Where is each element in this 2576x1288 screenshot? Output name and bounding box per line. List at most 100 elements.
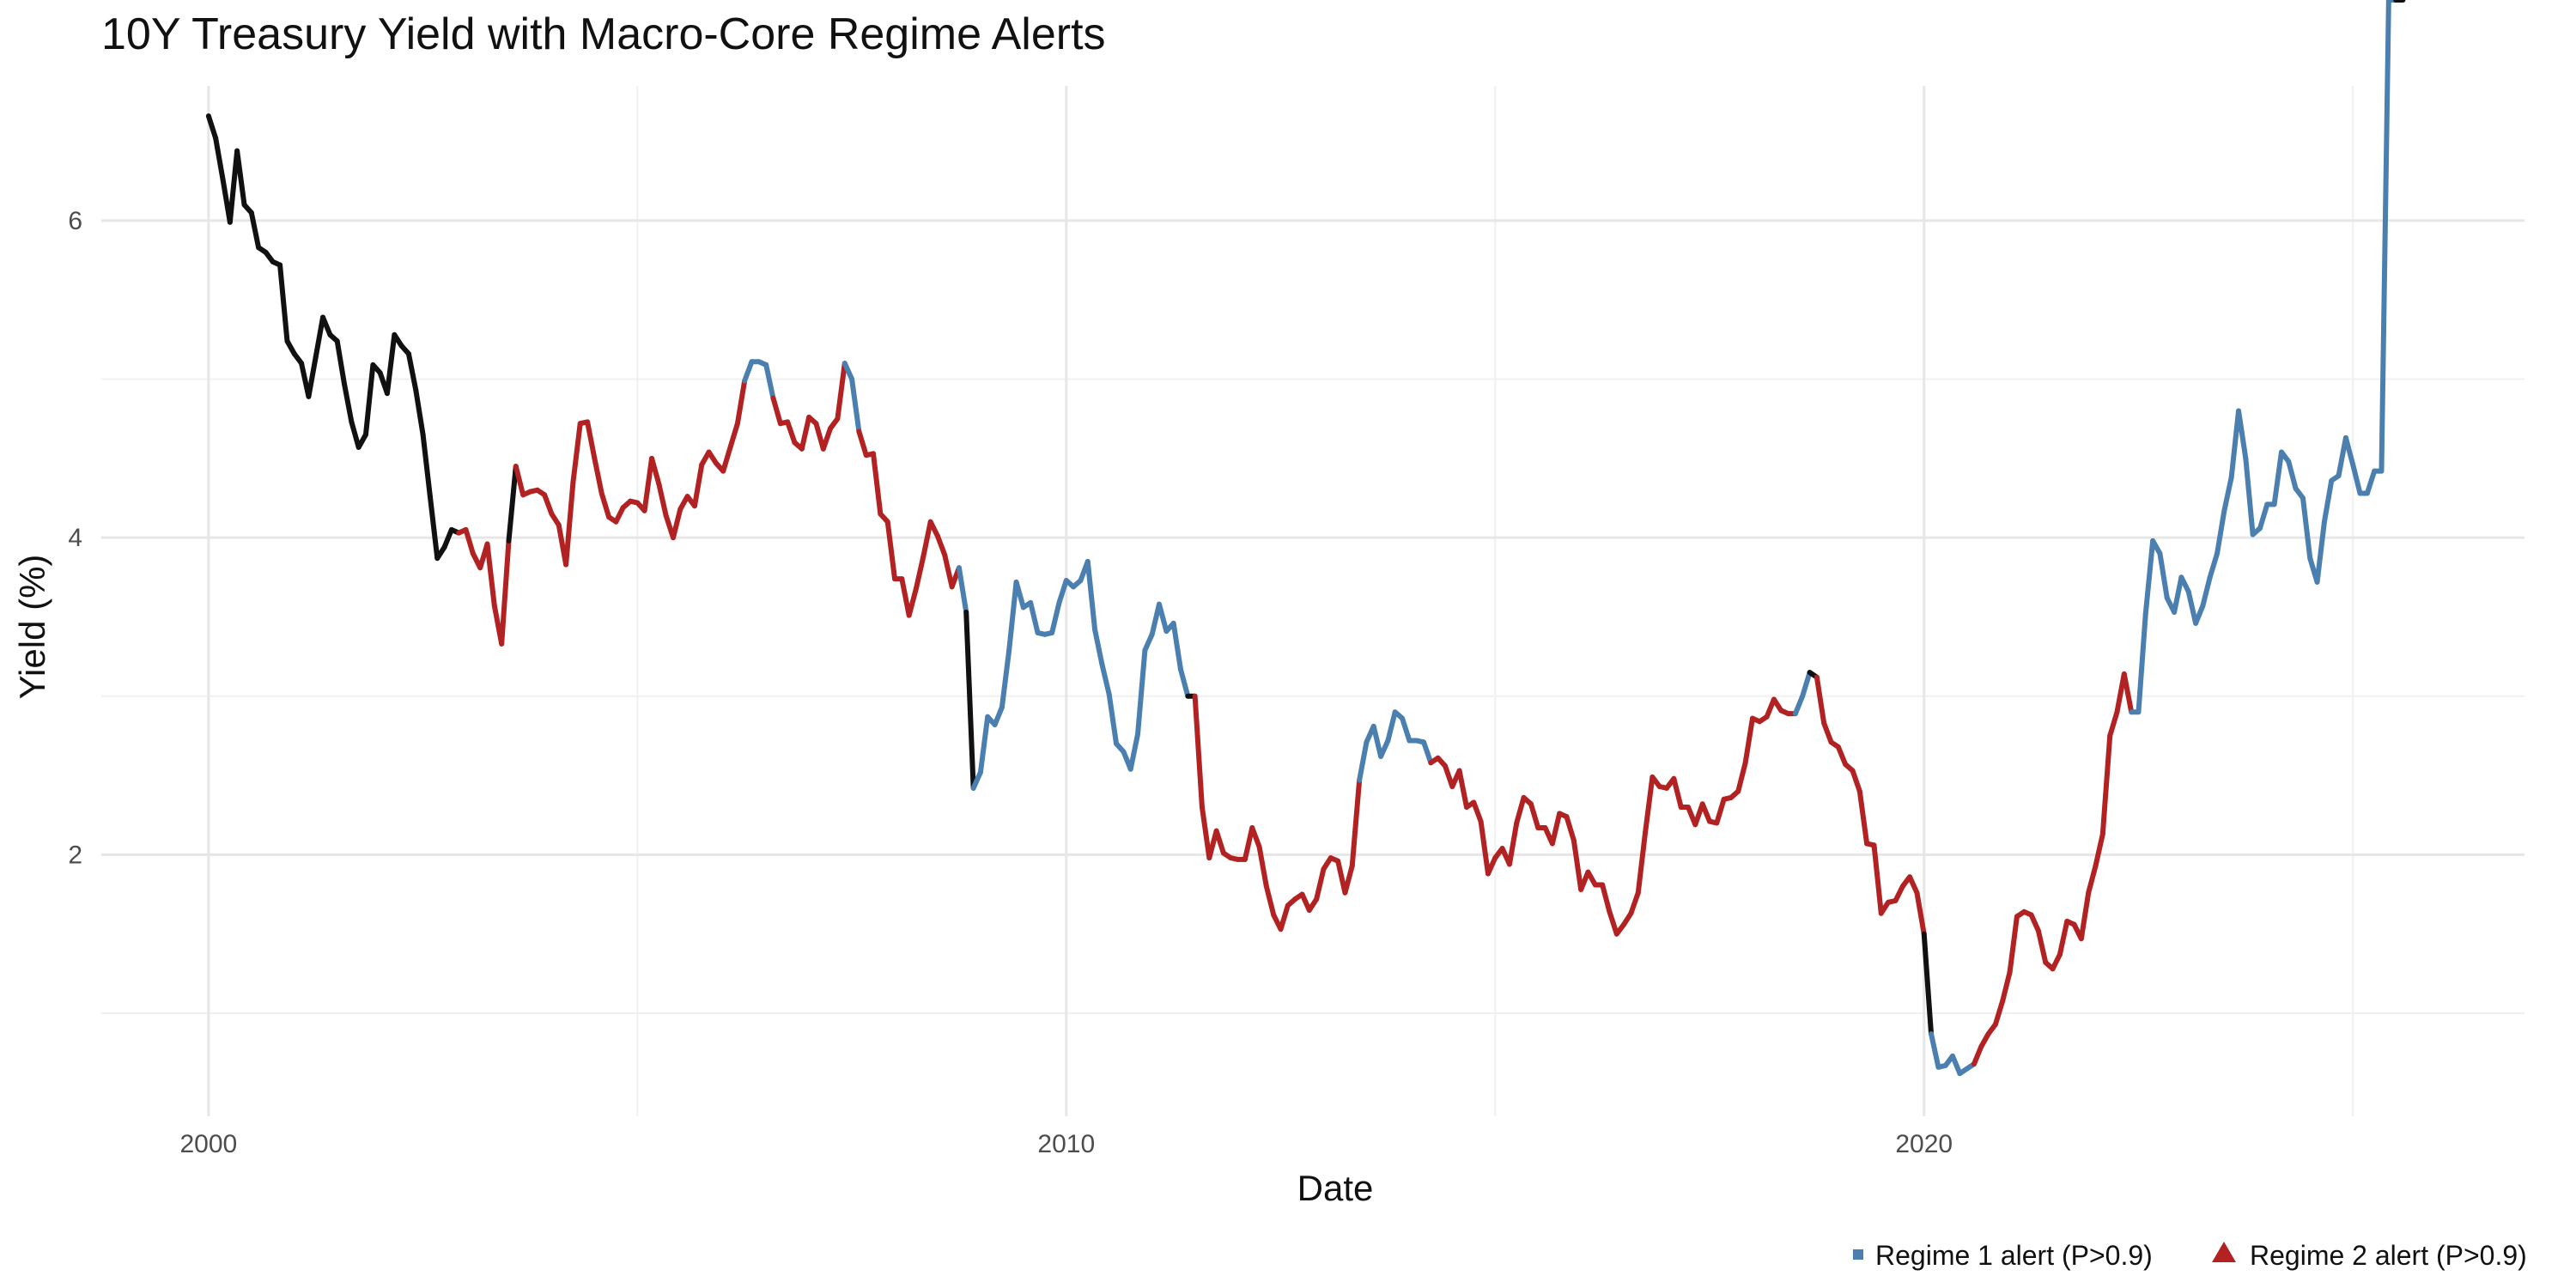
yield-segment [1914, 890, 1927, 937]
yield-segment [742, 359, 755, 384]
yield-segment [2057, 918, 2070, 957]
yield-segment [1049, 599, 1062, 635]
yield-segment [585, 419, 598, 461]
yield-segment [598, 490, 612, 520]
yield-segment [999, 647, 1012, 710]
yield-segment [563, 479, 576, 568]
yield-segment [213, 135, 226, 182]
yield-segment [1263, 884, 1277, 918]
axis-ticks: 2000 2010 2020 2 4 6 [68, 207, 1953, 1158]
yield-segment [1800, 670, 1813, 699]
yield-segment [992, 704, 1005, 727]
yield-segment [1357, 739, 1370, 783]
yield-segment [2035, 928, 2049, 965]
yield-segment [2300, 495, 2313, 562]
yield-segment [1249, 825, 1262, 850]
yield-segment [2364, 468, 2378, 496]
yield-segment [2086, 863, 2099, 896]
yield-segment [1314, 866, 1327, 902]
yield-segment [820, 425, 834, 452]
yield-segment [1135, 647, 1148, 738]
yield-segment [1170, 620, 1183, 672]
yield-segment [1349, 777, 1363, 869]
yield-segment [1792, 693, 1806, 717]
yield-segment [613, 505, 626, 525]
yield-segment [2200, 574, 2213, 609]
yield-segment [2099, 732, 2113, 837]
x-tick-label: 2020 [1895, 1130, 1953, 1158]
yield-segment [2350, 462, 2363, 496]
yield-segment [2228, 408, 2242, 480]
yield-segment [1835, 744, 1849, 768]
yield-series-line [205, 0, 2406, 1077]
yield-segment [1256, 844, 1269, 890]
yield-segment [2271, 449, 2285, 507]
yield-segment [1907, 874, 1920, 896]
yield-segment [341, 381, 355, 425]
y-tick-label: 6 [68, 207, 82, 235]
yield-segment [1871, 842, 1884, 916]
x-tick-label: 2000 [179, 1130, 237, 1158]
yield-segment [2379, 0, 2391, 474]
yield-segment [405, 351, 419, 393]
yield-segment [1571, 837, 1584, 892]
chart-title: 10Y Treasury Yield with Macro-Core Regim… [101, 9, 1106, 59]
x-tick-label: 2010 [1037, 1130, 1095, 1158]
yield-segment [2221, 475, 2234, 513]
yield-segment [1177, 666, 1191, 699]
yield-segment [2028, 912, 2041, 933]
yield-segment [942, 552, 955, 590]
yield-segment [1028, 599, 1041, 635]
yield-segment [499, 538, 512, 647]
yield-segment [734, 378, 748, 427]
yield-segment [277, 262, 290, 344]
yield-segment [934, 533, 948, 558]
yield-segment [1385, 709, 1398, 744]
yield-segment [1564, 814, 1577, 843]
yield-segment [313, 314, 326, 360]
yield-segment [920, 519, 933, 560]
x-axis-label: Date [1297, 1168, 1374, 1208]
yield-segment [670, 506, 683, 541]
yield-segment [1856, 788, 1870, 847]
yield-segment [963, 609, 976, 791]
yield-segment [1921, 931, 1935, 1036]
yield-segment [384, 331, 398, 397]
yield-segment [2336, 434, 2348, 479]
yield-segment [1643, 774, 1656, 835]
yield-segment [899, 576, 912, 618]
yield-segment [2136, 611, 2148, 715]
yield-segment [2236, 408, 2249, 461]
yield-segment [656, 481, 669, 519]
yield-segment [841, 361, 855, 382]
yield-segment [1514, 794, 1527, 826]
yield-segment [306, 354, 319, 399]
yield-segment [2093, 831, 2105, 869]
legend-regime1-square-icon [1853, 1249, 1863, 1260]
yield-segment [542, 492, 555, 517]
legend: Regime 1 alert (P>0.9) Regime 2 alert (P… [1853, 1240, 2527, 1271]
y-tick-label: 4 [68, 524, 82, 552]
yield-segment [2321, 477, 2335, 525]
yield-segment [2185, 588, 2199, 626]
yield-segment [913, 554, 927, 592]
y-axis-label: Yield (%) [12, 555, 52, 700]
yield-segment [513, 464, 526, 498]
yield-segment [2000, 969, 2013, 1004]
yield-segment [1528, 801, 1541, 830]
yield-segment [463, 526, 476, 556]
yield-segment [1156, 601, 1170, 635]
yield-segment [1342, 863, 1355, 896]
yield-segment [1714, 796, 1727, 826]
yield-segment [2157, 550, 2170, 601]
yield-segment [1821, 720, 1834, 745]
yield-segment [906, 586, 919, 618]
yield-segment [1478, 818, 1491, 877]
yield-segment [234, 148, 247, 208]
yield-segment [1485, 855, 1498, 877]
yield-segment [1213, 828, 1226, 856]
yield-segment [691, 462, 705, 509]
yield-segment [1549, 811, 1563, 847]
yield-segment [2193, 603, 2206, 626]
yield-segment [2172, 574, 2184, 615]
